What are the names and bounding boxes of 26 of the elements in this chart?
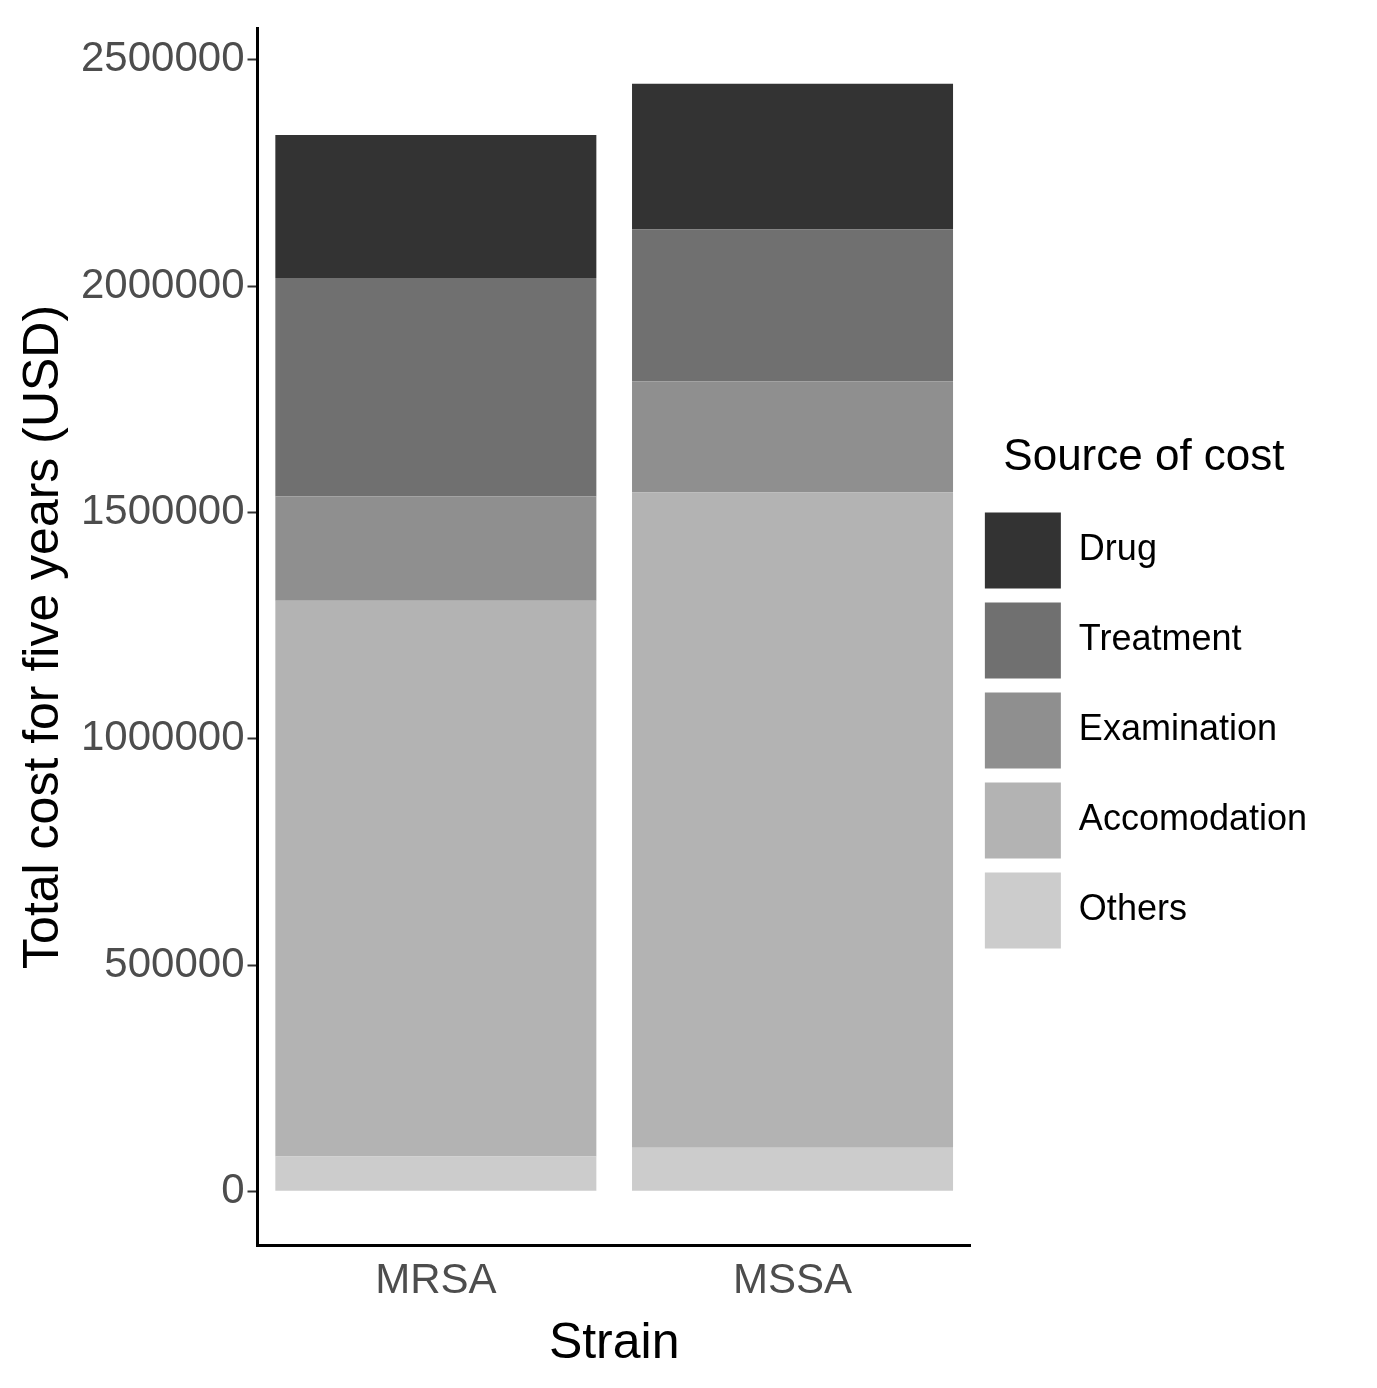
- bar: [275, 1156, 597, 1191]
- legend-label: Drug: [1078, 527, 1157, 569]
- y-tick-label: 500000: [104, 938, 245, 986]
- y-tick-label: 1000000: [80, 712, 245, 760]
- bar: [275, 496, 597, 601]
- bar: [632, 229, 954, 382]
- legend-title: Source of cost: [1003, 429, 1285, 479]
- legend-label: Accomodation: [1078, 797, 1308, 839]
- x-axis-title: Strain: [548, 1312, 680, 1369]
- legend-label: Others: [1078, 887, 1187, 929]
- bar: [632, 381, 954, 493]
- y-tick-label: 2500000: [80, 33, 245, 81]
- y-tick-label: 2000000: [80, 259, 245, 307]
- bar: [632, 492, 954, 1148]
- bar: [275, 135, 597, 279]
- x-tick-label: MSSA: [733, 1255, 853, 1303]
- legend-label: Examination: [1078, 707, 1277, 749]
- x-tick-label: MRSA: [375, 1255, 497, 1303]
- y-tick-label: 1500000: [80, 486, 245, 534]
- y-tick-label: 0: [221, 1164, 245, 1212]
- bar: [275, 600, 597, 1157]
- y-axis-title: Total cost for five years (USD): [12, 304, 69, 969]
- bar: [275, 278, 597, 497]
- bar: [632, 83, 954, 230]
- legend-label: Treatment: [1078, 617, 1242, 659]
- bar: [632, 1147, 954, 1191]
